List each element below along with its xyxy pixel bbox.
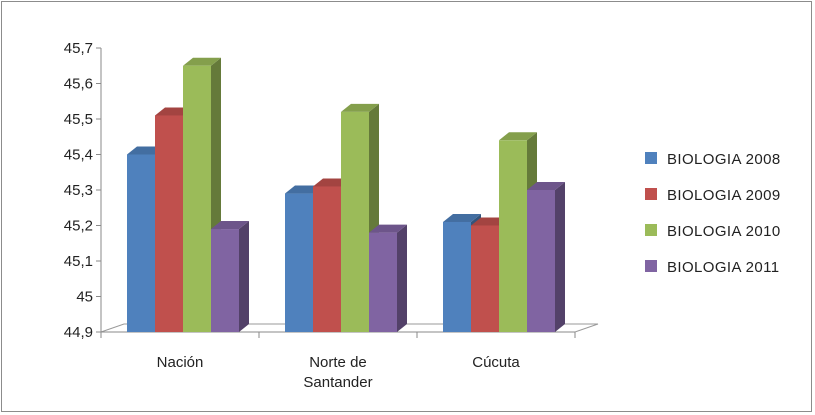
legend-swatch [645,188,657,200]
legend-label: BIOLOGIA 2011 [667,259,780,276]
y-tick-label: 45,7 [64,40,93,57]
bar [211,229,239,332]
y-tick-label: 44,9 [64,324,93,341]
bar [499,140,527,332]
x-category-label: Nación [157,354,204,371]
x-category-label: Santander [303,374,372,391]
legend-label: BIOLOGIA 2010 [667,223,781,240]
bar-side [397,224,407,332]
y-tick-label: 45,1 [64,253,93,270]
y-tick-label: 45 [76,289,93,306]
bar [313,186,341,332]
legend-label: BIOLOGIA 2008 [667,151,781,168]
bar-side [555,182,565,332]
bar-side [239,221,249,332]
legend-swatch [645,224,657,236]
bar-top [527,182,565,190]
y-tick-label: 45,2 [64,218,93,235]
y-tick-label: 45,6 [64,76,93,93]
bar [443,221,471,332]
bar [527,190,555,332]
bar-top [211,221,249,230]
bar-top [183,57,221,66]
bar [183,65,211,332]
x-category-label: Cúcuta [472,354,520,371]
bar-top [341,103,379,112]
y-tick-label: 45,3 [64,182,93,199]
bar [341,111,369,333]
bar [127,154,155,332]
x-category-label: Norte de [309,354,367,371]
legend-swatch [645,260,657,272]
bar-top [499,132,537,141]
bar-top [443,213,481,222]
bar [285,193,313,332]
bar-top [369,224,407,233]
bar [471,225,499,332]
bar [369,232,397,332]
legend-swatch [645,152,657,164]
legend-label: BIOLOGIA 2009 [667,187,781,204]
bar [155,115,183,332]
y-tick-label: 45,4 [64,147,93,164]
y-tick-label: 45,5 [64,111,93,128]
